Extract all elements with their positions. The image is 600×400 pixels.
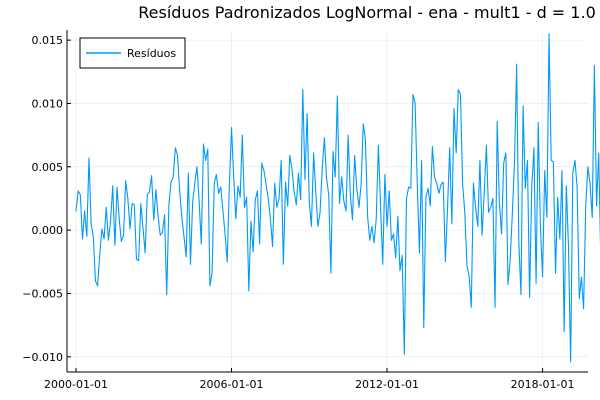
x-tick-label: 2018-01-01 <box>511 378 575 391</box>
x-tick-label: 2006-01-01 <box>200 378 264 391</box>
y-tick-label: 0.015 <box>32 34 64 47</box>
series-line-residuos <box>75 33 600 363</box>
legend-label: Resíduos <box>127 47 176 60</box>
y-tick-label: −0.010 <box>22 351 63 364</box>
grid <box>67 30 588 372</box>
y-tick-label: 0.005 <box>32 161 64 174</box>
x-tick-label: 2000-01-01 <box>44 378 108 391</box>
y-tick-label: 0.010 <box>32 97 64 110</box>
tick-labels: −0.010 −0.005 0.000 0.005 0.010 0.015 2000-01-… <box>22 34 574 391</box>
y-tick-label: 0.000 <box>32 224 64 237</box>
chart-title: Resíduos Padronizados LogNormal - ena - … <box>138 3 596 22</box>
legend: Resíduos <box>79 37 186 69</box>
x-tick-label: 2012-01-01 <box>355 378 419 391</box>
y-tick-label: −0.005 <box>22 287 63 300</box>
axes <box>66 30 588 373</box>
series-layer <box>75 33 600 363</box>
